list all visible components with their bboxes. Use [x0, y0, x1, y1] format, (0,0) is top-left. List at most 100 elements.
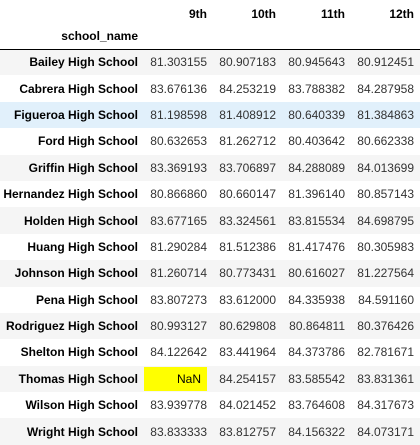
- table-cell: 81.396140: [288, 187, 345, 202]
- table-row: Pena High School 83.807273 83.612000 84.335…: [0, 286, 420, 313]
- row-index-label: Pena High School: [35, 292, 138, 307]
- table-cell: 80.912451: [357, 55, 414, 70]
- column-header-row: 9th 10th 11th 12th: [0, 0, 420, 23]
- table-cell: 83.324561: [219, 213, 276, 228]
- table-cell: 80.403642: [288, 134, 345, 149]
- table-cell: 84.288089: [288, 160, 345, 175]
- table-cell: 81.260714: [150, 266, 207, 281]
- table-cell: 80.993127: [150, 319, 207, 334]
- row-index-label: Rodriguez High School: [6, 319, 138, 334]
- index-name-row: school_name: [0, 23, 420, 50]
- column-header-9th: 9th: [189, 7, 207, 21]
- table-cell: 80.376426: [357, 319, 414, 334]
- table-row: Thomas High School NaN 84.254157 83.585542 8…: [0, 365, 420, 393]
- table-cell: 84.335938: [288, 292, 345, 307]
- table-row: Hernandez High School 80.866860 80.660147 8…: [0, 180, 420, 208]
- blank-header-cell: [351, 23, 420, 50]
- row-index-label: Thomas High School: [18, 371, 138, 386]
- table-cell: 84.013699: [357, 160, 414, 175]
- table-row: Ford High School 80.632653 81.262712 80.403…: [0, 128, 420, 155]
- table-cell: 83.939778: [150, 398, 207, 413]
- row-index-label: Shelton High School: [20, 345, 138, 360]
- table-cell: 83.833333: [150, 424, 207, 439]
- table-row: Huang High School 81.290284 81.512386 81.41…: [0, 233, 420, 261]
- table-cell: 81.408912: [219, 107, 276, 122]
- table-cell: 83.585542: [288, 371, 345, 386]
- table-cell: 80.662338: [357, 134, 414, 149]
- table-cell: 80.629808: [219, 319, 276, 334]
- table-row: Johnson High School 81.260714 80.773431 80.…: [0, 260, 420, 287]
- table-cell: 80.660147: [219, 187, 276, 202]
- table-cell: 80.864811: [289, 319, 345, 334]
- table-cell: 80.945643: [288, 55, 345, 70]
- column-header-12th: 12th: [389, 7, 414, 21]
- table-cell: 83.441964: [219, 345, 276, 360]
- blank-header-cell: [213, 23, 282, 50]
- table-row: Wilson High School 83.939778 84.021452 83.7…: [0, 392, 420, 419]
- table-cell: 83.369193: [150, 160, 207, 175]
- table-cell: 80.305983: [357, 239, 414, 254]
- table-cell: 83.706897: [219, 160, 276, 175]
- row-index-label: Cabrera High School: [19, 81, 138, 96]
- table-row: Holden High School 83.677165 83.324561 83.8…: [0, 207, 420, 234]
- blank-corner-cell: [0, 0, 144, 23]
- table-cell: 83.831361: [357, 371, 414, 386]
- table-cell: 83.812757: [219, 424, 276, 439]
- table-row: Rodriguez High School 80.993127 80.629808 8…: [0, 312, 420, 340]
- table-cell: 84.253219: [219, 81, 276, 96]
- table-cell: 84.021452: [219, 398, 276, 413]
- table-cell: 83.677165: [150, 213, 207, 228]
- table-row: Figueroa High School 81.198598 81.408912 80…: [0, 101, 420, 129]
- table-row: Shelton High School 84.122642 83.441964 84.…: [0, 339, 420, 366]
- table-cell: 81.384863: [357, 107, 414, 122]
- table-row: Griffin High School 83.369193 83.706897 84.…: [0, 154, 420, 181]
- table-cell: 82.781671: [357, 345, 414, 360]
- column-header-11th: 11th: [320, 7, 345, 21]
- nan-value: NaN: [144, 366, 207, 391]
- row-index-label: Wilson High School: [25, 398, 138, 413]
- table-cell: 80.640339: [288, 107, 345, 122]
- table-cell: 80.773431: [219, 266, 276, 281]
- table-cell: 80.866860: [150, 187, 207, 202]
- table-cell: 83.815534: [288, 213, 345, 228]
- table-cell: 83.788382: [288, 81, 345, 96]
- row-index-label: Huang High School: [27, 239, 138, 254]
- table-cell: 84.254157: [219, 371, 276, 386]
- table-cell: 84.698795: [357, 213, 414, 228]
- table-cell: 80.616027: [288, 266, 345, 281]
- index-name-label: school_name: [0, 23, 144, 50]
- table-cell: 81.198598: [150, 107, 207, 122]
- table-cell: 80.907183: [219, 55, 276, 70]
- table-cell: 81.417476: [288, 239, 345, 254]
- table-cell: 84.156322: [288, 424, 345, 439]
- table-cell: 80.857143: [357, 187, 414, 202]
- table-cell: 81.303155: [150, 55, 207, 70]
- table-body: Bailey High School 81.303155 80.907183 80.9…: [0, 49, 420, 445]
- table-cell: 84.373786: [288, 345, 345, 360]
- row-index-label: Holden High School: [24, 213, 138, 228]
- table-cell: 83.807273: [150, 292, 207, 307]
- table-cell: 84.317673: [357, 398, 414, 413]
- table-cell: 81.512386: [219, 239, 276, 254]
- table-cell: 84.073171: [357, 424, 414, 439]
- table-cell: 83.676136: [150, 81, 207, 96]
- table-cell: 83.764608: [288, 398, 345, 413]
- row-index-label: Wright High School: [26, 424, 138, 439]
- table-row: Bailey High School 81.303155 80.907183 80.9…: [0, 49, 420, 76]
- row-index-label: Hernandez High School: [3, 187, 138, 202]
- table-header: 9th 10th 11th 12th school_name: [0, 0, 420, 50]
- row-index-label: Ford High School: [38, 134, 138, 149]
- table-cell: 84.591160: [358, 292, 414, 307]
- table-row: Wright High School 83.833333 83.812757 84.1…: [0, 418, 420, 445]
- row-index-label: Johnson High School: [14, 266, 138, 281]
- table-cell: 81.262712: [219, 134, 276, 149]
- table-row: Cabrera High School 83.676136 84.253219 83.…: [0, 75, 420, 102]
- blank-header-cell: [144, 23, 213, 50]
- table-cell: 84.122642: [150, 345, 207, 360]
- highlighted-nan-cell: NaN: [144, 366, 213, 392]
- table-cell: 83.612000: [219, 292, 276, 307]
- row-index-label: Griffin High School: [28, 160, 138, 175]
- table-cell: 81.227564: [357, 266, 414, 281]
- table-cell: 84.287958: [357, 81, 414, 96]
